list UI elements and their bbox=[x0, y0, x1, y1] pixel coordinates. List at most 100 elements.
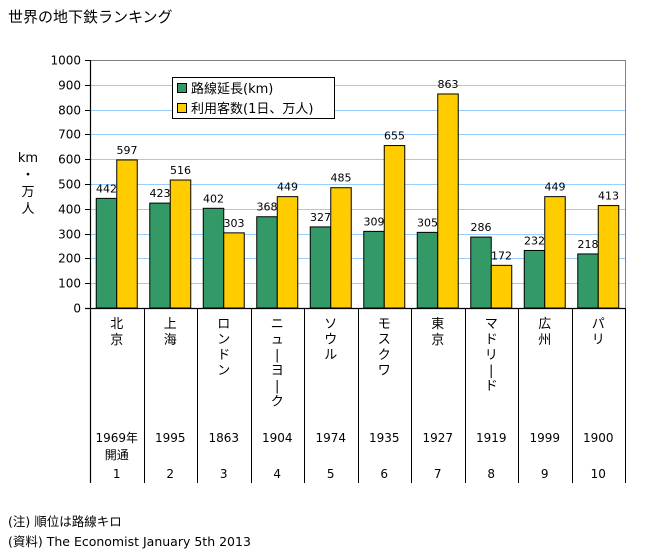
rank-number: 8 bbox=[487, 467, 495, 481]
x-tick-label-char: リ bbox=[485, 348, 498, 363]
bar-ridership bbox=[383, 145, 406, 309]
rank-number: 1 bbox=[113, 467, 121, 481]
bar-ridership bbox=[330, 187, 352, 309]
x-tick-label-char: | bbox=[489, 364, 493, 379]
data-label: 327 bbox=[310, 211, 331, 224]
bar-length bbox=[256, 216, 278, 309]
y-tick-label: 600 bbox=[58, 153, 81, 167]
y-tick-label: 1000 bbox=[50, 54, 81, 68]
opened-year: 1863 bbox=[208, 431, 239, 445]
y-axis-label-char: ・ bbox=[21, 168, 34, 183]
data-label: 449 bbox=[545, 181, 566, 194]
opened-year: 1969年 bbox=[95, 431, 138, 445]
bar-length bbox=[149, 202, 171, 309]
data-label: 303 bbox=[224, 217, 245, 230]
x-tick-label-char: ソ bbox=[324, 317, 337, 332]
bar-length bbox=[523, 249, 546, 309]
bar-length bbox=[470, 236, 492, 309]
bars bbox=[95, 93, 620, 309]
y-axis-label: km ・万人 bbox=[18, 151, 38, 217]
rank-number: 9 bbox=[541, 467, 549, 481]
x-tick-label-char: 北 bbox=[110, 317, 123, 332]
bar-length bbox=[202, 207, 225, 309]
x-tick-label-char: ウ bbox=[324, 333, 337, 348]
y-tick-label: 800 bbox=[58, 104, 81, 118]
chart-title: 世界の地下鉄ランキング bbox=[8, 8, 173, 26]
data-label: 368 bbox=[257, 201, 278, 214]
legend-swatch bbox=[177, 103, 187, 113]
y-tick-label: 200 bbox=[58, 252, 81, 266]
data-label: 232 bbox=[524, 234, 545, 247]
opened-year: 1995 bbox=[155, 431, 186, 445]
y-axis-label-char: 人 bbox=[21, 202, 34, 217]
y-axis-label-char: km bbox=[18, 151, 38, 166]
data-label: 516 bbox=[170, 164, 191, 177]
x-tick-label-char: ン bbox=[217, 333, 230, 348]
rank-number: 2 bbox=[166, 467, 174, 481]
x-tick-label-char: 上 bbox=[164, 317, 177, 332]
bar-ridership bbox=[116, 159, 138, 309]
x-tick-label-char: ニ bbox=[271, 317, 284, 332]
rank-number: 7 bbox=[434, 467, 442, 481]
x-tick-label-char: ド bbox=[217, 348, 230, 363]
data-label: 309 bbox=[364, 215, 385, 228]
legend-label: 路線延長(km) bbox=[191, 81, 273, 97]
y-tick-label: 700 bbox=[58, 128, 81, 142]
x-tick-label-char: ク bbox=[378, 348, 391, 363]
rank-number: 4 bbox=[273, 467, 281, 481]
y-tick-label: 300 bbox=[58, 228, 81, 242]
x-tick-label-char: ロ bbox=[217, 317, 230, 332]
x-tick-label-char: ュ bbox=[271, 333, 284, 348]
opened-year: 1974 bbox=[315, 431, 346, 445]
x-tick-label-char: ン bbox=[217, 364, 230, 379]
legend: 路線延長(km) 利用客数(1日、万人) bbox=[172, 77, 335, 119]
x-tick-label-char: ル bbox=[324, 348, 337, 363]
opened-year: 1904 bbox=[262, 431, 293, 445]
x-tick-label-char: リ bbox=[592, 333, 605, 348]
x-tick-label-char: | bbox=[275, 379, 279, 394]
bar-ridership bbox=[437, 93, 459, 309]
x-tick-label-char: 海 bbox=[164, 333, 177, 348]
data-label: 449 bbox=[277, 181, 298, 194]
x-tick-label-char: 京 bbox=[110, 333, 123, 348]
x-tick-label-char: 東 bbox=[431, 316, 444, 332]
data-label: 413 bbox=[598, 190, 619, 203]
y-tick-label: 500 bbox=[58, 178, 81, 192]
opened-year: 開通 bbox=[105, 448, 129, 462]
data-label: 485 bbox=[331, 172, 352, 185]
x-tick-label-char: パ bbox=[592, 317, 605, 332]
data-label: 218 bbox=[578, 238, 599, 251]
bar-ridership bbox=[597, 205, 620, 309]
bar-length bbox=[416, 231, 439, 309]
bar-length bbox=[577, 253, 599, 309]
bar-ridership bbox=[276, 196, 299, 309]
opened-year: 1900 bbox=[583, 431, 614, 445]
y-axis-label-char: 万 bbox=[21, 185, 34, 200]
opened-year: 1999 bbox=[529, 431, 560, 445]
x-tick-label-char: ド bbox=[485, 333, 498, 348]
category-table: 北京1969年開通1上海19952ロンドン18633ニュ|ヨ|ク19044ソウル… bbox=[95, 308, 626, 483]
rank-number: 5 bbox=[327, 467, 335, 481]
bar-length bbox=[309, 226, 332, 309]
data-label: 172 bbox=[491, 249, 512, 262]
x-tick-label-char: ヨ bbox=[271, 364, 284, 379]
data-label: 286 bbox=[471, 221, 492, 234]
opened-year: 1919 bbox=[476, 431, 507, 445]
x-tick-label-char: マ bbox=[485, 317, 498, 332]
y-tick-label: 400 bbox=[58, 203, 81, 217]
bar-ridership bbox=[169, 179, 192, 309]
opened-year: 1935 bbox=[369, 431, 400, 445]
axes: 0 100 200 300 400 500 600 700 800 900 1000 bbox=[50, 54, 626, 483]
x-tick-label-char: ク bbox=[271, 395, 284, 410]
bar-length bbox=[95, 197, 118, 309]
data-label: 863 bbox=[438, 78, 459, 91]
legend-box bbox=[172, 77, 335, 119]
y-tick-label: 0 bbox=[73, 302, 81, 316]
opened-year: 1927 bbox=[422, 431, 453, 445]
x-tick-label-char: | bbox=[275, 348, 279, 363]
bar-ridership bbox=[223, 232, 245, 309]
y-tick-label: 100 bbox=[58, 277, 81, 291]
x-tick-label-char: ワ bbox=[378, 364, 391, 379]
